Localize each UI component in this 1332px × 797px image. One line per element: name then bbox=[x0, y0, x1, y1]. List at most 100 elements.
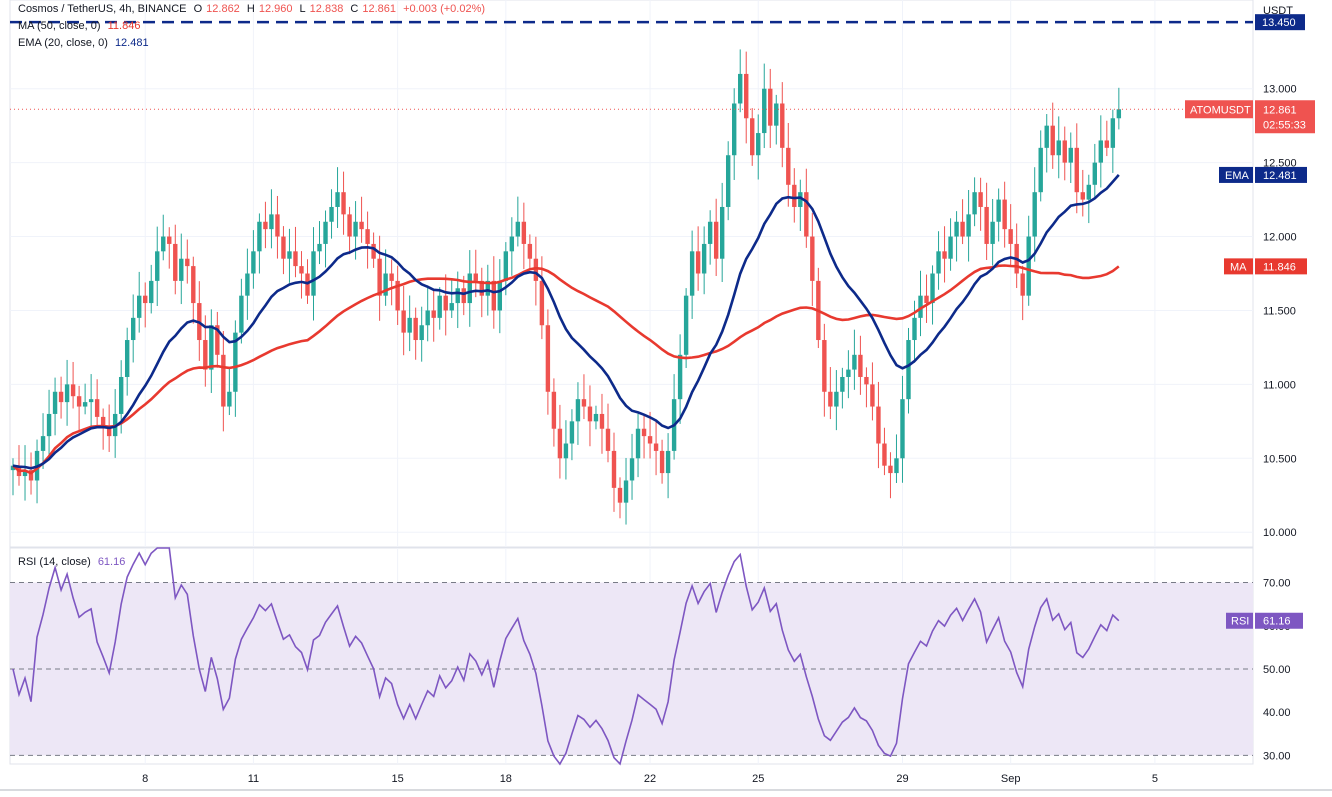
candle-body bbox=[593, 413, 599, 422]
symbol-legend: Cosmos / TetherUS, 4h, BINANCE O 12.862 H… bbox=[18, 3, 489, 15]
time-tick-label: 5 bbox=[1152, 773, 1158, 785]
candle-body bbox=[659, 450, 665, 474]
candle-body bbox=[780, 103, 785, 148]
candle-body bbox=[124, 340, 130, 377]
candle-body bbox=[419, 325, 424, 341]
candle-body bbox=[275, 214, 280, 237]
change-value: +0.003 (+0.02%) bbox=[403, 3, 486, 15]
candle-body bbox=[732, 103, 737, 156]
currency-label: USDT bbox=[1263, 5, 1293, 17]
candle-body bbox=[299, 266, 304, 274]
rsi-value-label: 61.16 bbox=[1263, 616, 1291, 628]
candle-body bbox=[317, 243, 322, 252]
candle-body bbox=[497, 280, 503, 311]
candle-body bbox=[118, 376, 124, 414]
candle-body bbox=[479, 280, 484, 296]
candle-body bbox=[539, 280, 545, 326]
candle-body bbox=[689, 251, 695, 296]
candle-body bbox=[311, 251, 316, 296]
candle-body bbox=[1020, 273, 1025, 296]
candle-body bbox=[179, 258, 184, 281]
time-tick-label: 29 bbox=[896, 773, 908, 785]
price-tick-label: 12.000 bbox=[1263, 232, 1297, 244]
price-tick-label: 10.000 bbox=[1263, 527, 1297, 539]
ema-legend-label: EMA (20, close, 0) bbox=[18, 37, 108, 49]
candle-body bbox=[894, 458, 899, 474]
candle-body bbox=[1116, 109, 1122, 119]
candle-body bbox=[527, 243, 533, 259]
candle-body bbox=[149, 280, 154, 304]
ma-legend-label: MA (50, close, 0) bbox=[18, 20, 101, 32]
candle-body bbox=[551, 391, 557, 429]
candle-body bbox=[64, 384, 70, 403]
candle-body bbox=[455, 288, 460, 304]
candle-body bbox=[617, 487, 623, 503]
candle-body bbox=[533, 258, 539, 281]
candle-body bbox=[347, 214, 352, 237]
symbol-tag-label: ATOMUSDT bbox=[1190, 104, 1251, 116]
candle-body bbox=[840, 376, 845, 392]
candle-body bbox=[431, 310, 436, 318]
candle-body bbox=[1008, 229, 1013, 244]
symbol-tag bbox=[1185, 100, 1253, 119]
rsi-legend: RSI (14, close) 61.16 bbox=[18, 556, 129, 568]
candle-body bbox=[581, 399, 587, 407]
candle-body bbox=[413, 317, 418, 341]
candle-body bbox=[611, 450, 617, 488]
candle-body bbox=[545, 325, 551, 392]
candle-body bbox=[191, 266, 196, 304]
candle-body bbox=[461, 288, 466, 304]
ema-value-tag bbox=[1255, 166, 1307, 183]
candle-body bbox=[233, 332, 238, 392]
rsi-name-label: RSI bbox=[1231, 616, 1249, 628]
candle-body bbox=[701, 243, 707, 274]
candle-body bbox=[912, 317, 917, 341]
time-tick-label: 15 bbox=[392, 773, 404, 785]
rsi-value-tag bbox=[1255, 612, 1303, 629]
candle-body bbox=[401, 310, 406, 333]
candle-body bbox=[635, 428, 641, 459]
candle-body bbox=[1032, 192, 1037, 237]
candle-body bbox=[876, 406, 881, 444]
candle-body bbox=[996, 199, 1001, 222]
candle-body bbox=[677, 354, 683, 400]
candle-body bbox=[906, 340, 911, 400]
candle-body bbox=[1098, 140, 1104, 163]
candle-body bbox=[828, 391, 833, 407]
ma-name-label: MA bbox=[1230, 261, 1247, 273]
ema-legend: EMA (20, close, 0) 12.481 bbox=[18, 37, 153, 49]
candle-body bbox=[473, 273, 478, 281]
candle-body bbox=[239, 295, 244, 333]
candle-body bbox=[665, 450, 671, 474]
candle-body bbox=[569, 421, 575, 444]
rsi-tick-label: 30.00 bbox=[1263, 750, 1291, 762]
candle-body bbox=[810, 236, 815, 281]
candle-body bbox=[948, 236, 953, 259]
candle-body bbox=[1062, 140, 1067, 163]
candle-body bbox=[167, 236, 172, 244]
candle-body bbox=[623, 480, 629, 503]
candle-body bbox=[137, 295, 142, 318]
resistance-tag-label: 13.450 bbox=[1262, 17, 1296, 29]
candle-body bbox=[858, 354, 863, 377]
candle-body bbox=[281, 236, 286, 259]
candle-body bbox=[251, 251, 256, 274]
ma-name-tag bbox=[1224, 258, 1253, 275]
ma-legend-value: 11.846 bbox=[107, 20, 141, 32]
candle-body bbox=[22, 470, 28, 477]
candle-body bbox=[269, 214, 274, 230]
time-tick-label: 8 bbox=[142, 773, 148, 785]
candle-body bbox=[852, 354, 857, 370]
high-label: H bbox=[246, 3, 255, 15]
candle-body bbox=[918, 295, 923, 318]
candle-body bbox=[40, 436, 46, 451]
low-label: L bbox=[299, 3, 306, 15]
candle-body bbox=[990, 221, 995, 244]
candle-body bbox=[762, 88, 767, 134]
candle-body bbox=[70, 384, 76, 397]
candle-body bbox=[719, 206, 725, 259]
candle-body bbox=[846, 369, 851, 377]
candle-body bbox=[936, 251, 941, 274]
